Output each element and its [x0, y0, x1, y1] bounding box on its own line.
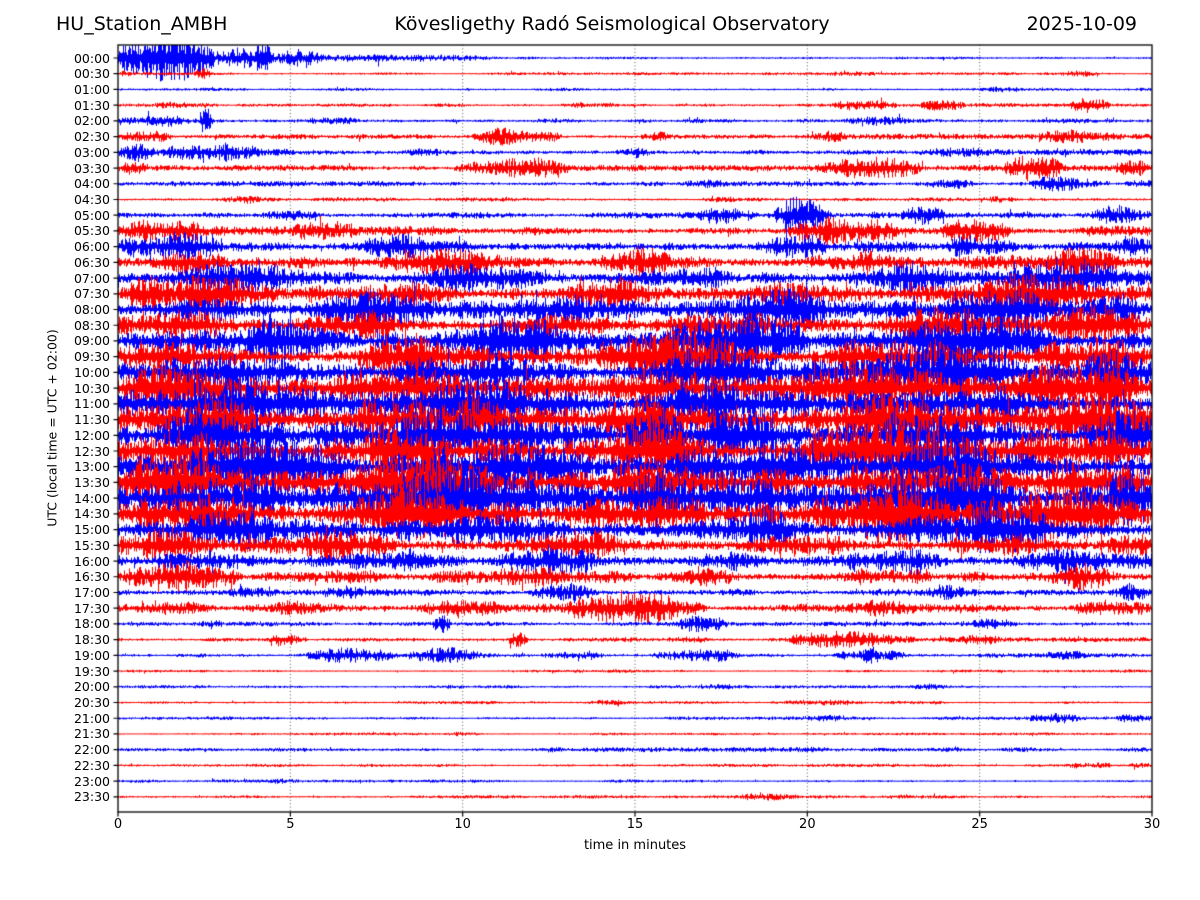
y-tick-label: 15:30	[73, 537, 110, 553]
x-tick-label: 15	[626, 817, 644, 832]
y-tick-label: 14:00	[73, 490, 110, 506]
y-tick-label: 16:00	[73, 553, 110, 569]
y-tick-label: 23:00	[73, 773, 110, 789]
y-tick-label: 14:30	[73, 506, 110, 522]
y-tick-label: 01:00	[73, 81, 110, 97]
y-tick-label: 03:30	[73, 160, 110, 176]
x-tick-label: 0	[113, 817, 123, 832]
y-tick-label: 21:30	[73, 726, 110, 742]
x-tick-label: 10	[454, 817, 471, 832]
x-tick-label: 20	[799, 817, 816, 832]
y-tick-label: 19:30	[73, 663, 110, 679]
y-tick-label: 20:30	[73, 695, 110, 711]
y-tick-label: 10:30	[73, 380, 110, 396]
y-tick-label: 17:00	[73, 584, 110, 600]
y-tick-label: 08:00	[73, 302, 110, 318]
y-tick-label: 23:30	[73, 789, 110, 805]
y-tick-label: 22:00	[73, 742, 110, 758]
y-tick-label: 18:30	[73, 632, 110, 648]
y-tick-label: 12:00	[73, 427, 110, 443]
y-tick-label: 20:00	[73, 679, 110, 695]
y-tick-label: 09:30	[73, 349, 110, 365]
y-tick-label: 00:30	[73, 66, 110, 82]
y-tick-label: 02:30	[73, 129, 110, 145]
y-tick-label: 06:00	[73, 239, 110, 255]
y-tick-label: 07:30	[73, 286, 110, 302]
y-tick-label: 04:30	[73, 191, 110, 207]
y-tick-label: 04:00	[73, 176, 110, 192]
y-tick-label: 15:00	[73, 522, 110, 538]
y-tick-label: 09:00	[73, 333, 110, 349]
y-tick-label: 11:30	[73, 412, 110, 428]
y-tick-label: 17:30	[73, 600, 110, 616]
y-tick-label: 10:00	[73, 364, 110, 380]
x-axis-label: time in minutes	[583, 838, 687, 853]
y-tick-label: 13:00	[73, 459, 110, 475]
y-tick-label: 22:30	[73, 757, 110, 773]
y-tick-label: 11:00	[73, 396, 110, 412]
y-tick-label: 03:00	[73, 144, 110, 160]
y-tick-label: 18:00	[73, 616, 110, 632]
y-tick-label: 21:00	[73, 710, 110, 726]
x-tick-label: 30	[1143, 817, 1161, 832]
y-tick-label: 05:00	[73, 207, 110, 223]
y-tick-label: 08:30	[73, 317, 110, 333]
y-tick-label: 05:30	[73, 223, 110, 239]
y-tick-label: 01:30	[73, 97, 110, 113]
y-tick-label: 02:00	[73, 113, 110, 129]
y-tick-label: 12:30	[73, 443, 110, 459]
y-tick-label: 19:00	[73, 647, 110, 663]
y-tick-label: 13:30	[73, 474, 110, 490]
x-tick-label: 5	[286, 817, 295, 832]
y-tick-label: 07:00	[73, 270, 110, 286]
y-tick-label: 16:30	[73, 569, 110, 585]
y-tick-label: 00:00	[73, 50, 110, 66]
y-tick-label: 06:30	[73, 254, 110, 270]
x-tick-label: 25	[971, 817, 988, 832]
